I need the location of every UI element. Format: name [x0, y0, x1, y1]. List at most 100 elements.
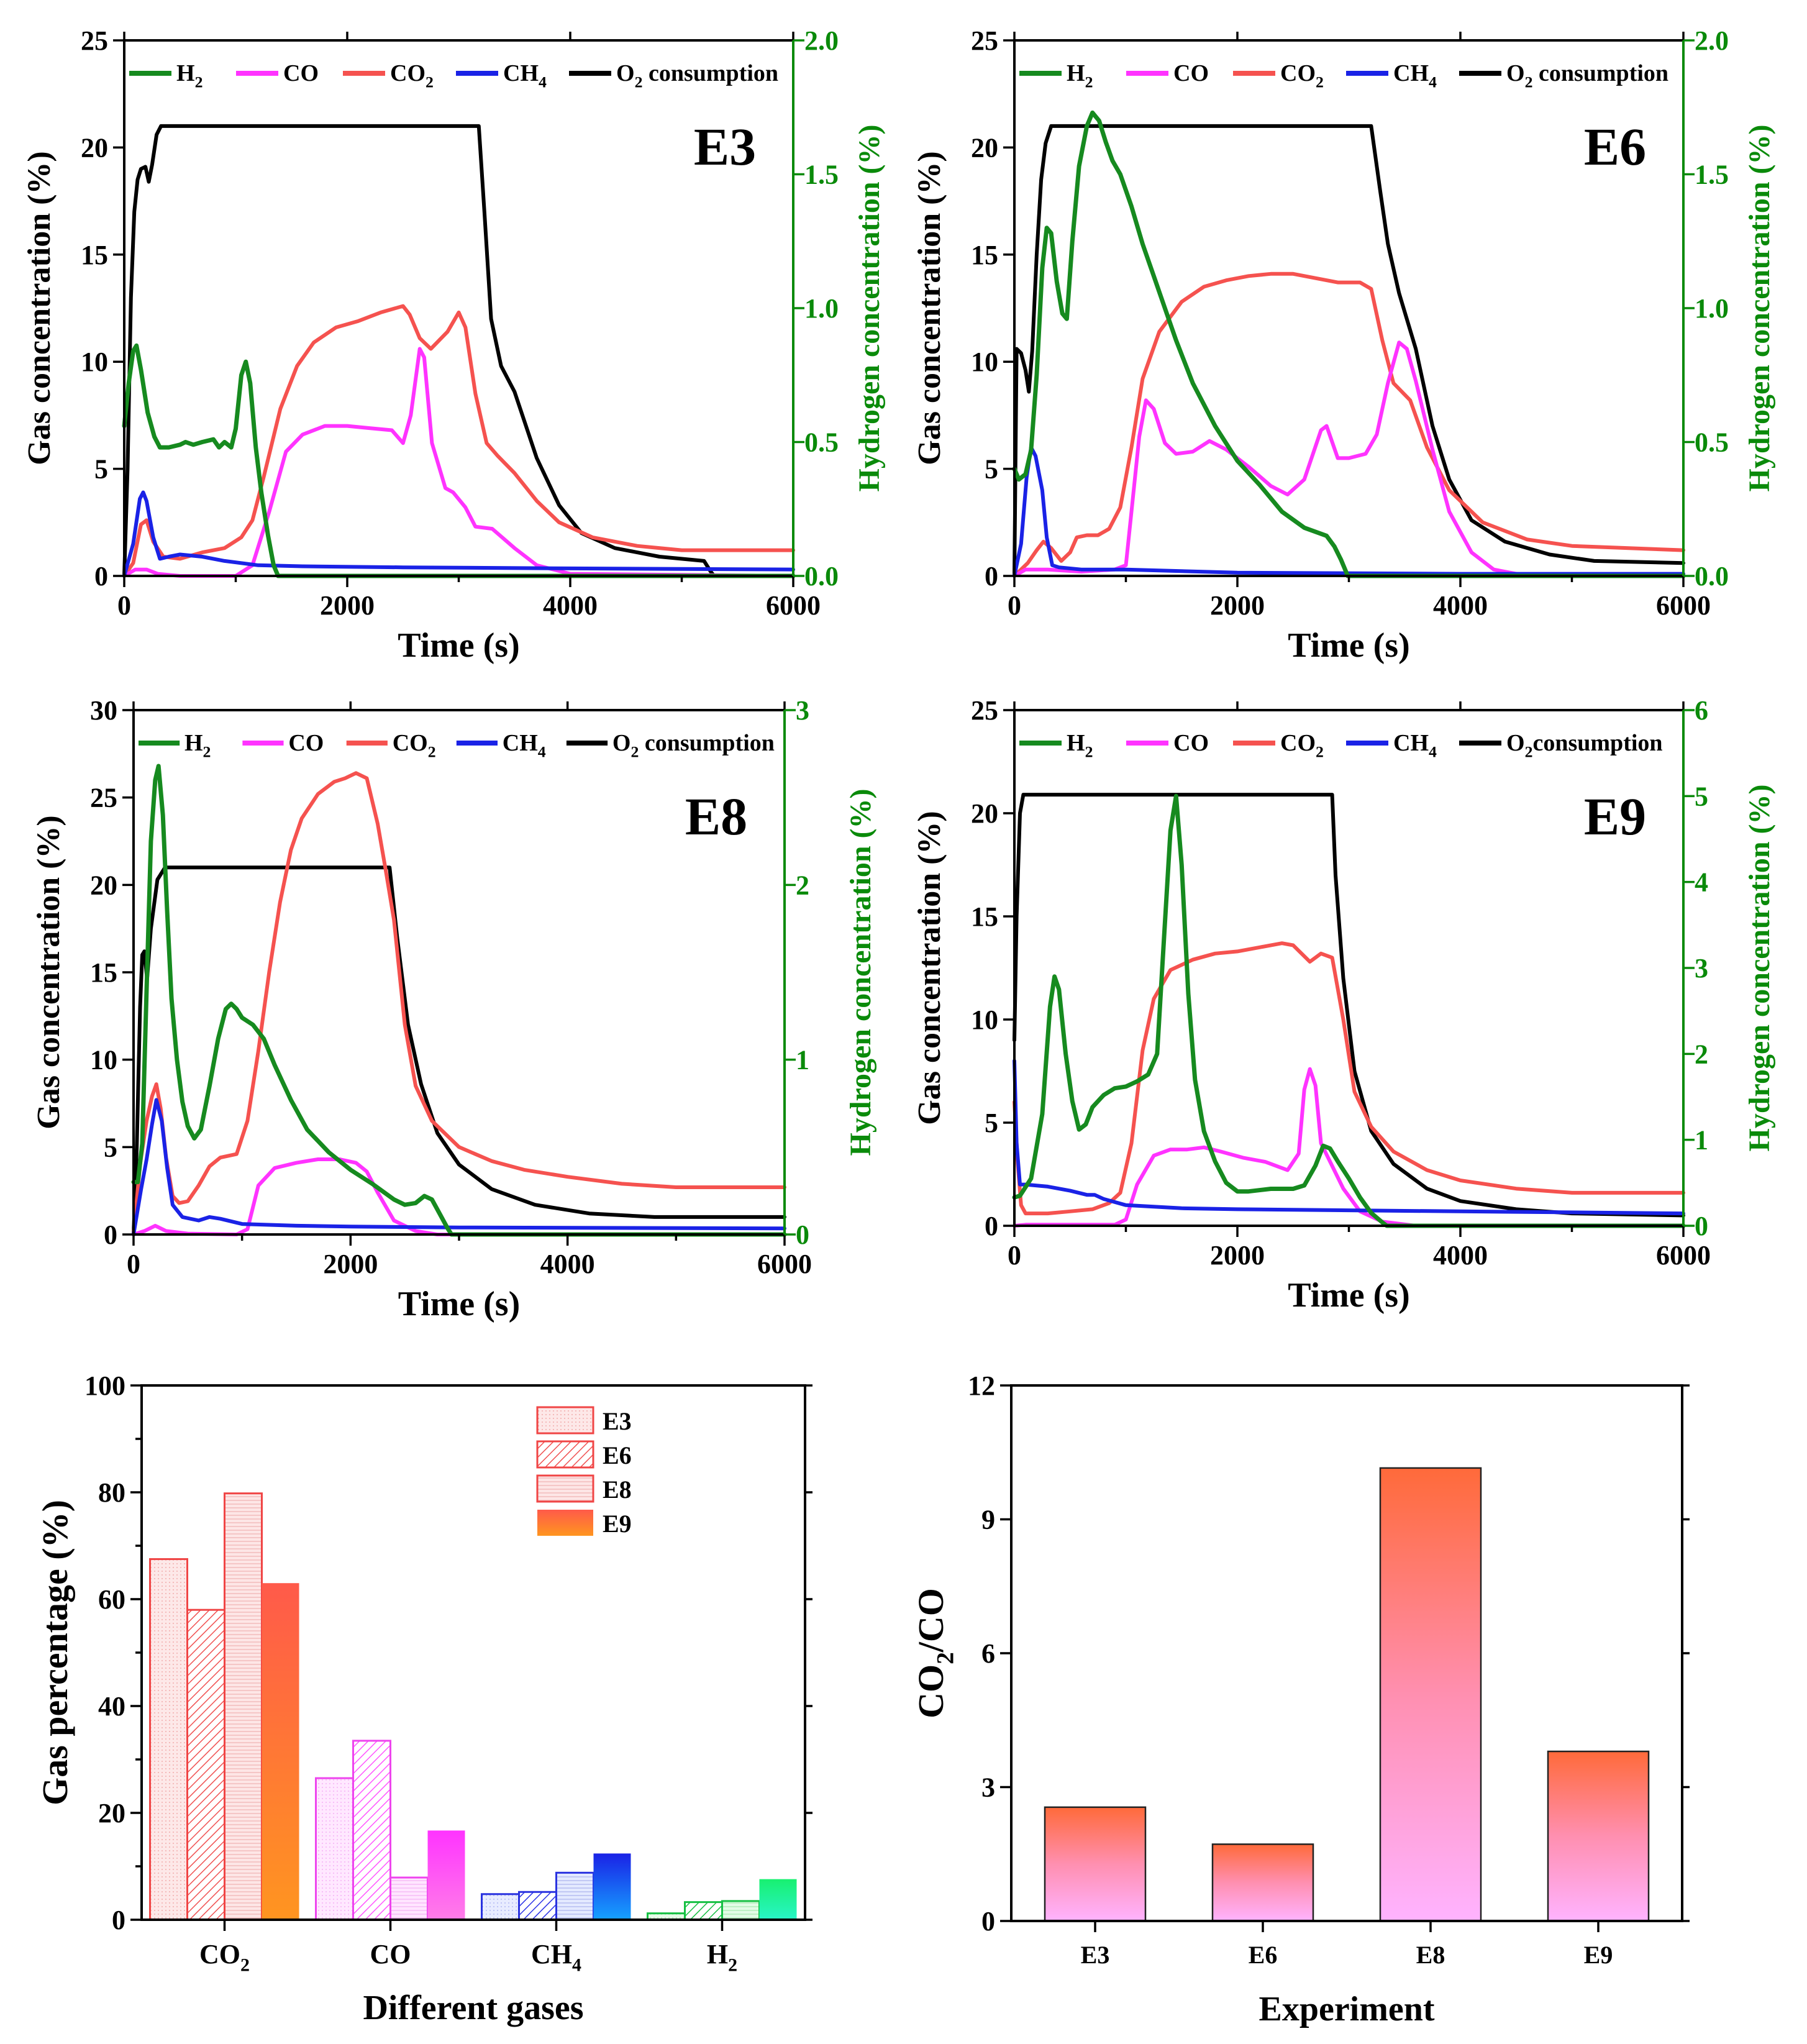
- x-tick-label: 0: [1008, 590, 1021, 621]
- y2-tick-label: 0: [796, 1220, 809, 1250]
- y2-tick-label: 1.0: [804, 293, 839, 324]
- x-axis-title: Time (s): [398, 1285, 521, 1323]
- x-tick-label: 6000: [1656, 590, 1711, 621]
- legend-swatch-e9: [537, 1510, 593, 1536]
- y-tick-label: 10: [81, 347, 108, 377]
- legend-label-h2: H2: [1067, 60, 1093, 91]
- y2-axis-title: Hydrogen concentration (%): [1743, 784, 1776, 1151]
- y-tick-label: 20: [90, 870, 117, 900]
- x-tick-label: 0: [1008, 1240, 1021, 1271]
- series-line-co2: [1013, 941, 1685, 1216]
- x-tick-label: 2000: [323, 1249, 378, 1279]
- legend-swatch-e6: [536, 1440, 594, 1469]
- series-group: [1012, 110, 1686, 578]
- series-line-ch4: [1013, 445, 1685, 578]
- series-line-co: [122, 347, 795, 578]
- y-tick-label: 60: [98, 1584, 125, 1615]
- bar-e9: [1547, 1750, 1650, 1922]
- series-line-o2: [1013, 793, 1685, 1218]
- y-axis-title: Gas percentage (%): [35, 1500, 75, 1805]
- series-line-ch4: [132, 1098, 786, 1236]
- legend: H2 CO CO2 CH4 O2 consumption: [1019, 60, 1668, 91]
- y-tick-label: 20: [971, 798, 998, 829]
- x-tick-label: 0: [117, 590, 131, 621]
- y-tick-label: 25: [81, 25, 108, 56]
- x-tick-label: 4000: [1433, 1240, 1488, 1271]
- y-tick-label: 15: [81, 240, 108, 270]
- bar-e8-2: [555, 1871, 594, 1921]
- series-group: [1012, 793, 1686, 1228]
- y2-tick-label: 5: [1695, 781, 1708, 811]
- series-line-o2: [1013, 124, 1685, 578]
- x-tick-label: 4000: [1433, 590, 1488, 621]
- legend-label-ch4: CH4: [1393, 60, 1437, 91]
- legend-label-co: CO: [288, 730, 324, 756]
- x-tick-label: CO: [370, 1939, 411, 1969]
- legend-label-e6: E6: [603, 1441, 632, 1469]
- legend-label-o2: O2 consumption: [612, 730, 775, 761]
- x-tick-label: E8: [1416, 1941, 1445, 1969]
- y2-axis-title: Hydrogen concentration (%): [853, 124, 886, 491]
- y-tick-label: 25: [90, 783, 117, 813]
- legend-label-o2: O2 consumption: [616, 60, 778, 91]
- line-chart-e3: 0 2000 4000 6000 0 5 10 15 20 25 0.0 0.5 1.0 1.5 2.0 Ti…: [22, 25, 886, 665]
- series-line-co: [1013, 1067, 1685, 1228]
- legend-label-co: CO: [1173, 730, 1209, 756]
- y2-tick-label: 6: [1695, 695, 1708, 726]
- y-tick-label: 100: [84, 1371, 125, 1401]
- bar-e6-1: [352, 1740, 391, 1921]
- y2-tick-label: 3: [1695, 953, 1708, 983]
- line-chart-e6: 0 2000 4000 6000 0 5 10 15 20 25 0.0 0.5 1.0 1.5 2.0 Ti…: [912, 25, 1776, 665]
- x-tick-label: CO2: [199, 1939, 250, 1975]
- x-tick-label: 2000: [1210, 1240, 1265, 1271]
- y-tick-label: 5: [985, 454, 998, 485]
- series-line-h2: [131, 764, 787, 1237]
- y-axis-title: CO2/CO: [911, 1588, 958, 1718]
- panel-label: E3: [694, 117, 756, 176]
- x-axis-title: Experiment: [1259, 1990, 1434, 2028]
- y-tick-label: 0: [112, 1905, 125, 1935]
- series-line-h2: [1012, 793, 1686, 1228]
- y2-tick-label: 0.0: [804, 561, 839, 591]
- x-tick-label: H2: [707, 1939, 737, 1975]
- series-line-co2: [1013, 271, 1685, 578]
- bar-e3-0: [149, 1558, 188, 1921]
- x-tick-label: 2000: [320, 590, 375, 621]
- bar-e3: [1044, 1806, 1147, 1922]
- y-tick-label: 9: [981, 1505, 995, 1535]
- y-axis-title: Gas concentration (%): [912, 151, 947, 465]
- y-tick-label: 20: [971, 132, 998, 163]
- x-tick-label: 0: [127, 1249, 140, 1279]
- legend-label-ch4: CH4: [503, 60, 547, 91]
- series-line-ch4: [122, 490, 795, 578]
- x-axis-title: Time (s): [1288, 626, 1410, 665]
- legend-label-ch4: CH4: [503, 730, 546, 761]
- bar-e9-0: [262, 1583, 299, 1920]
- y-tick-label: 10: [971, 1005, 998, 1035]
- y-tick-label: 5: [104, 1132, 117, 1162]
- y-tick-label: 0: [104, 1220, 117, 1250]
- bar-e8-1: [389, 1876, 429, 1921]
- y-tick-label: 15: [971, 901, 998, 932]
- x-tick-label: CH4: [531, 1939, 581, 1975]
- bar-chart-co2-co-ratio: E3 E6 E8 E9 0 3 6 9 12 Experiment CO2/CO: [911, 1371, 1690, 2028]
- legend-label-e8: E8: [603, 1476, 632, 1503]
- series-line-ch4: [1013, 1059, 1685, 1216]
- y2-tick-label: 1.5: [804, 160, 839, 190]
- y-tick-label: 0: [94, 561, 108, 591]
- x-tick-label: 6000: [766, 590, 821, 621]
- y2-tick-label: 1.5: [1695, 160, 1729, 190]
- bar-e6-3: [684, 1901, 723, 1921]
- panel-label: E9: [1584, 787, 1646, 846]
- y2-tick-label: 2.0: [804, 25, 839, 56]
- bar-e9-1: [427, 1830, 465, 1920]
- series-line-co2: [122, 304, 795, 578]
- y2-tick-label: 3: [796, 695, 809, 726]
- x-axis-title: Time (s): [398, 626, 520, 665]
- legend-swatch-e8: [536, 1474, 594, 1503]
- legend-label-e3: E3: [603, 1407, 632, 1435]
- legend: H2 CO CO2 CH4 O2consumption: [1019, 730, 1663, 761]
- legend-label-h2: H2: [176, 60, 203, 91]
